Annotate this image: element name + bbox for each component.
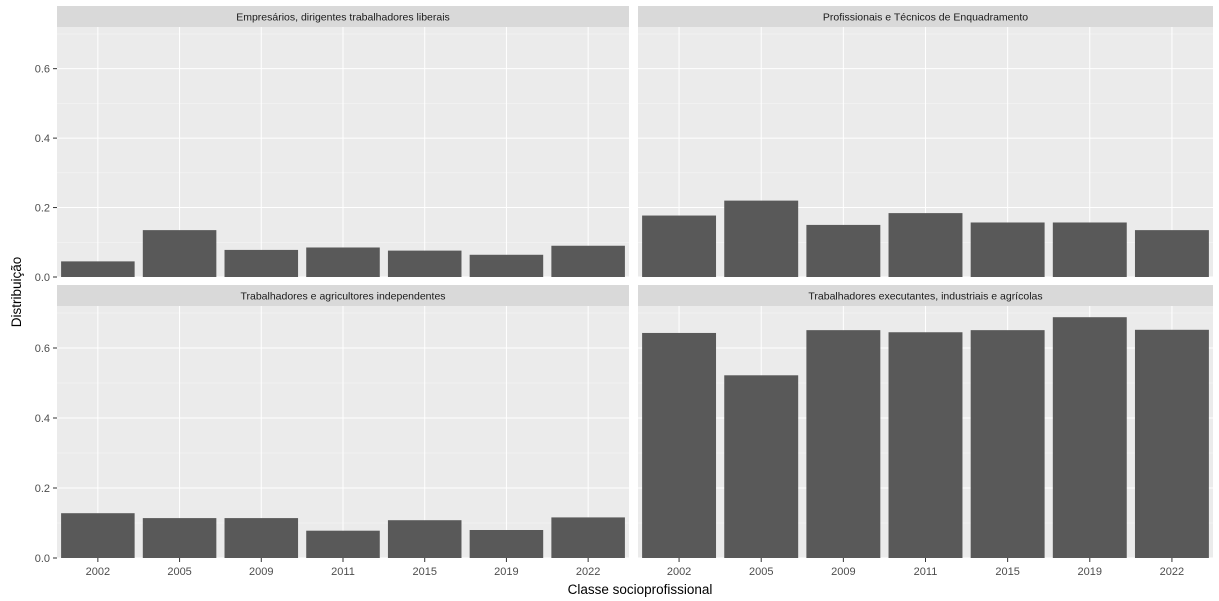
bar (888, 332, 963, 558)
facet-panel: Empresários, dirigentes trabalhadores li… (57, 6, 629, 278)
x-tick-label: 2011 (914, 566, 938, 578)
facet-title: Empresários, dirigentes trabalhadores li… (236, 12, 450, 24)
bar (61, 513, 135, 558)
y-tick-label: 0.6 (35, 64, 50, 76)
facet-strip (57, 6, 629, 27)
facet-panel: Trabalhadores executantes, industriais e… (638, 285, 1213, 559)
bar (306, 530, 380, 558)
y-tick-label: 0.4 (35, 413, 50, 425)
facet-panel: Profissionais e Técnicos de Enquadrament… (638, 6, 1213, 278)
x-axes: 2002 2005 2009 2011 2015 2019 2022 2002 2005 2009… (86, 558, 1184, 578)
bar (1052, 317, 1127, 558)
y-axes: 0.0 0.2 0.4 0.6 0.0 0.2 0.4 0.6 (35, 64, 57, 565)
facet-strip (57, 285, 629, 306)
y-tick-label: 0.0 (35, 272, 50, 284)
facet-panels: Empresários, dirigentes trabalhadores li… (57, 6, 1213, 559)
x-tick-label: 2009 (831, 566, 855, 578)
bar (551, 517, 625, 558)
bar (224, 518, 299, 558)
bar (61, 261, 135, 277)
bar (224, 249, 299, 277)
x-tick-label: 2015 (412, 566, 436, 578)
bar (806, 224, 881, 277)
x-tick-label: 2019 (494, 566, 518, 578)
bar (387, 250, 462, 277)
bar (642, 332, 717, 558)
facet-title: Trabalhadores executantes, industriais e… (808, 291, 1042, 303)
facet-strip (638, 6, 1213, 27)
bar (142, 230, 217, 277)
facet-panel: Trabalhadores e agricultores independent… (57, 285, 629, 559)
bar (806, 330, 881, 558)
x-tick-label: 2015 (995, 566, 1019, 578)
y-tick-label: 0.2 (35, 483, 50, 495)
y-tick-label: 0.6 (35, 343, 50, 355)
bar (1134, 230, 1209, 277)
x-tick-label: 2002 (86, 566, 110, 578)
bar (306, 247, 380, 277)
bar (387, 520, 462, 558)
y-tick-label: 0.2 (35, 203, 50, 215)
x-tick-label: 2002 (667, 566, 691, 578)
bar (469, 254, 544, 277)
bar (1052, 222, 1127, 277)
x-tick-label: 2009 (249, 566, 273, 578)
y-tick-label: 0.0 (35, 553, 50, 565)
bar (551, 245, 625, 277)
facet-title: Trabalhadores e agricultores independent… (240, 291, 445, 303)
x-axis-title: Classe socioprofissional (568, 582, 713, 597)
bar (642, 215, 717, 277)
x-tick-label: 2011 (331, 566, 355, 578)
x-tick-label: 2022 (576, 566, 600, 578)
bar (970, 330, 1045, 558)
x-tick-label: 2005 (167, 566, 191, 578)
bar (970, 222, 1045, 277)
bar (724, 200, 799, 277)
bar (724, 375, 799, 558)
x-tick-label: 2022 (1160, 566, 1184, 578)
y-tick-label: 0.4 (35, 133, 50, 145)
bar (469, 530, 544, 558)
bar (888, 213, 963, 277)
x-tick-label: 2019 (1078, 566, 1102, 578)
y-axis-title: Distribuição (9, 257, 24, 328)
x-tick-label: 2005 (749, 566, 773, 578)
facet-strip (638, 285, 1213, 306)
bar (142, 518, 217, 558)
bar (1134, 329, 1209, 558)
facet-title: Profissionais e Técnicos de Enquadrament… (823, 12, 1028, 24)
